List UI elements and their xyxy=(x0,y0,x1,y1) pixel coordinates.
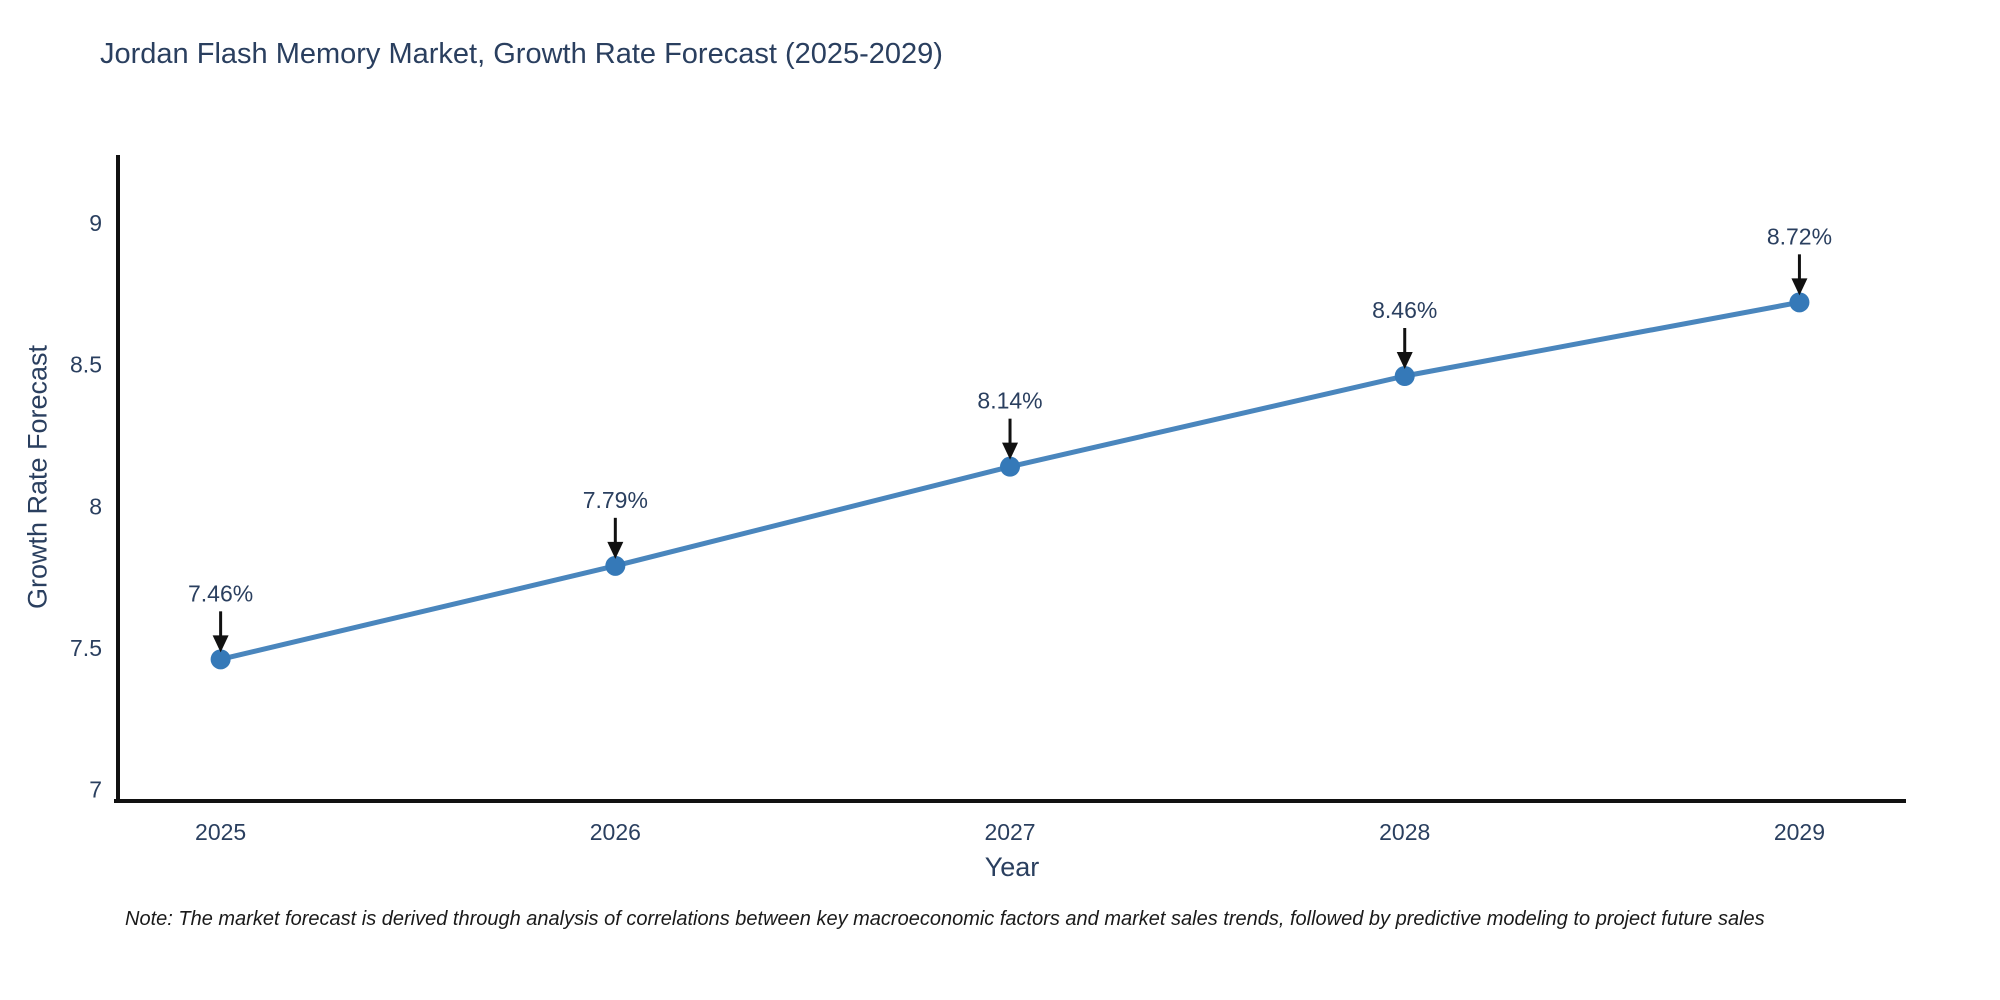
data-point-marker xyxy=(1000,456,1021,477)
annotation-arrowhead-icon xyxy=(1002,442,1019,460)
data-point-marker xyxy=(1394,366,1415,386)
y-tick-label: 8 xyxy=(89,493,102,519)
data-point-label: 8.46% xyxy=(1372,297,1437,323)
data-point-label: 8.14% xyxy=(977,388,1042,414)
data-point-label: 8.72% xyxy=(1767,223,1832,249)
x-tick-label: 2028 xyxy=(1379,819,1430,845)
data-point-label: 7.79% xyxy=(583,487,648,513)
y-tick-label: 9 xyxy=(89,210,102,236)
footnote: Note: The market forecast is derived thr… xyxy=(125,908,1765,930)
x-tick-label: 2027 xyxy=(984,819,1035,845)
y-axis-label: Growth Rate Forecast xyxy=(22,344,53,610)
chart-title: Jordan Flash Memory Market, Growth Rate … xyxy=(100,38,943,70)
data-point-marker xyxy=(605,555,626,576)
y-tick-label: 7 xyxy=(89,777,102,803)
annotation-arrowhead-icon xyxy=(212,635,229,653)
annotation-arrowhead-icon xyxy=(1791,278,1808,296)
x-tick-label: 2029 xyxy=(1774,819,1825,845)
x-axis-label: Year xyxy=(984,852,1040,882)
x-tick-label: 2026 xyxy=(590,819,641,845)
x-tick-label: 2025 xyxy=(195,819,246,845)
y-tick-label: 7.5 xyxy=(70,635,102,661)
annotation-arrowhead-icon xyxy=(1396,352,1413,369)
forecast-line xyxy=(218,299,1802,662)
data-point-label: 7.46% xyxy=(188,580,253,606)
y-tick-label: 8.5 xyxy=(70,352,102,378)
annotation-arrowhead-icon xyxy=(607,541,624,559)
data-point-marker xyxy=(210,649,231,670)
data-point-marker xyxy=(1789,292,1810,313)
